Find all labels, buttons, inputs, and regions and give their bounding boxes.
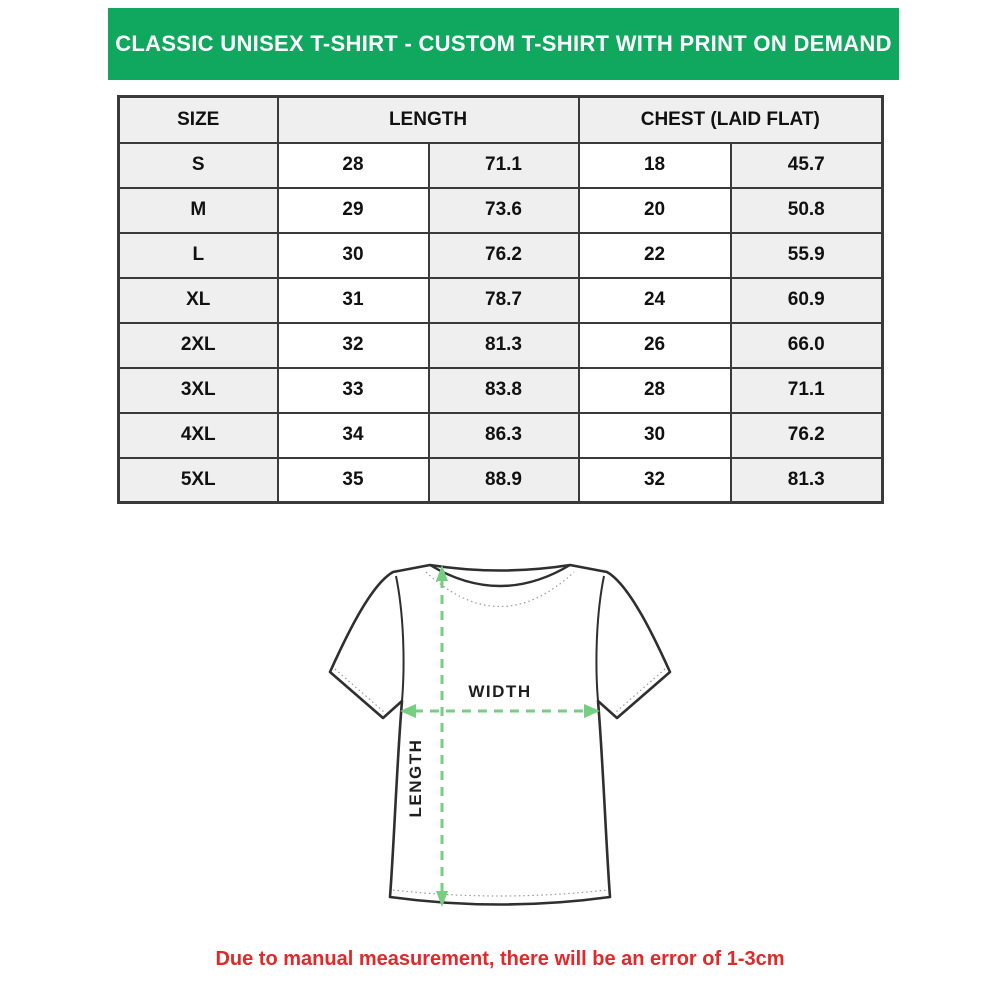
cell-chest-cm: 66.0	[729, 321, 884, 369]
cell-chest-in: 18	[577, 141, 732, 189]
cell-length-in: 35	[276, 456, 430, 504]
cell-chest-in: 32	[577, 456, 732, 504]
table-row: 5XL 35 88.9 32 81.3	[117, 456, 884, 504]
cell-length-cm: 73.6	[427, 186, 580, 234]
cell-chest-cm: 76.2	[729, 411, 884, 459]
page-title: CLASSIC UNISEX T-SHIRT - CUSTOM T-SHIRT …	[115, 31, 892, 56]
length-label: LENGTH	[406, 739, 425, 818]
cell-chest-cm: 45.7	[729, 141, 884, 189]
left-armhole-seam	[395, 575, 405, 702]
cell-length-in: 30	[276, 231, 430, 279]
table-header-row: SIZE LENGTH CHEST (LAID FLAT)	[117, 95, 884, 144]
tshirt-measurement-diagram: WIDTH LENGTH	[300, 545, 700, 925]
cell-length-cm: 83.8	[427, 366, 580, 414]
cell-length-cm: 88.9	[427, 456, 580, 504]
cell-size: 2XL	[117, 321, 279, 369]
size-table: SIZE LENGTH CHEST (LAID FLAT) S 28 71.1 …	[117, 95, 885, 504]
cell-length-cm: 81.3	[427, 321, 580, 369]
cell-chest-in: 30	[577, 411, 732, 459]
measurement-disclaimer: Due to manual measurement, there will be…	[215, 948, 785, 970]
col-header-length: LENGTH	[276, 95, 580, 144]
right-sleeve-stitch	[615, 668, 666, 713]
title-banner: CLASSIC UNISEX T-SHIRT - CUSTOM T-SHIRT …	[108, 8, 899, 80]
cell-size: XL	[117, 276, 279, 324]
width-arrow-left-head	[400, 704, 416, 718]
cell-size: S	[117, 141, 279, 189]
cell-size: 3XL	[117, 366, 279, 414]
cell-length-in: 32	[276, 321, 430, 369]
cell-chest-cm: 71.1	[729, 366, 884, 414]
cell-length-cm: 86.3	[427, 411, 580, 459]
table-row: 2XL 32 81.3 26 66.0	[117, 321, 884, 369]
cell-size: M	[117, 186, 279, 234]
table-row: L 30 76.2 22 55.9	[117, 231, 884, 279]
table-row: XL 31 78.7 24 60.9	[117, 276, 884, 324]
cell-chest-cm: 55.9	[729, 231, 884, 279]
left-sleeve-stitch	[334, 668, 385, 713]
col-header-chest: CHEST (LAID FLAT)	[577, 95, 884, 144]
cell-chest-in: 28	[577, 366, 732, 414]
cell-length-cm: 78.7	[427, 276, 580, 324]
cell-length-cm: 71.1	[427, 141, 580, 189]
cell-size: 4XL	[117, 411, 279, 459]
right-armhole-seam	[595, 575, 605, 702]
tshirt-outline	[328, 563, 672, 906]
tshirt-diagram-svg: WIDTH LENGTH	[328, 563, 672, 907]
collar-stitch	[425, 571, 575, 608]
cell-length-cm: 76.2	[427, 231, 580, 279]
cell-size: 5XL	[117, 456, 279, 504]
width-arrow-right-head	[584, 704, 600, 718]
cell-chest-in: 22	[577, 231, 732, 279]
cell-length-in: 33	[276, 366, 430, 414]
col-header-size: SIZE	[117, 95, 279, 144]
cell-length-in: 31	[276, 276, 430, 324]
cell-length-in: 34	[276, 411, 430, 459]
cell-length-in: 29	[276, 186, 430, 234]
table-row: M 29 73.6 20 50.8	[117, 186, 884, 234]
cell-chest-in: 20	[577, 186, 732, 234]
cell-length-in: 28	[276, 141, 430, 189]
cell-chest-cm: 50.8	[729, 186, 884, 234]
cell-chest-cm: 60.9	[729, 276, 884, 324]
table-row: 3XL 33 83.8 28 71.1	[117, 366, 884, 414]
length-arrow-bottom-head	[436, 891, 448, 907]
cell-size: L	[117, 231, 279, 279]
cell-chest-in: 26	[577, 321, 732, 369]
collar-band	[429, 563, 571, 588]
width-label: WIDTH	[468, 682, 531, 701]
table-row: 4XL 34 86.3 30 76.2	[117, 411, 884, 459]
table-row: S 28 71.1 18 45.7	[117, 141, 884, 189]
cell-chest-in: 24	[577, 276, 732, 324]
cell-chest-cm: 81.3	[729, 456, 884, 504]
length-arrow-top-head	[436, 565, 448, 581]
